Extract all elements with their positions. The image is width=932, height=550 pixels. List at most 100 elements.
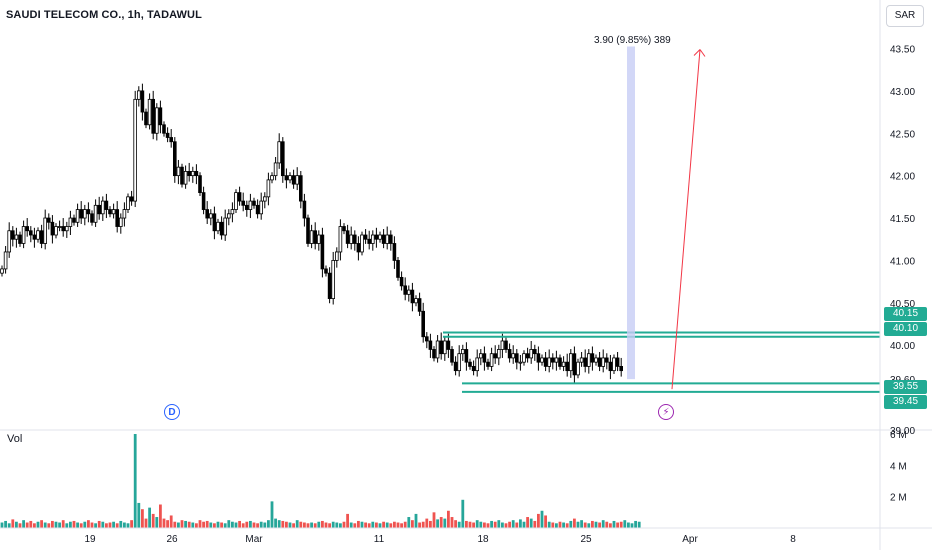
candle-body [119, 217, 123, 227]
candle-body [489, 353, 494, 367]
candle-body [205, 209, 210, 219]
dividend-icon[interactable]: D [164, 404, 180, 420]
candle-body [370, 234, 375, 244]
volume-bar [249, 520, 252, 528]
volume-bar [389, 523, 393, 528]
candle-body [543, 357, 548, 367]
candle-body [608, 361, 613, 372]
price-pane [0, 83, 932, 431]
volume-bar [159, 504, 162, 528]
volume-bar [634, 520, 637, 528]
candle-body [61, 226, 65, 232]
candle-body [569, 353, 573, 372]
volume-bar [15, 521, 18, 528]
level-tag-40-15: 40.15 [884, 307, 927, 321]
currency-button[interactable]: SAR [886, 5, 924, 27]
candle-body [302, 200, 307, 219]
candle-body [417, 298, 422, 312]
volume-bar [364, 522, 367, 528]
time-tick-label: 8 [790, 534, 796, 545]
volume-bar [569, 520, 573, 528]
candle-body [266, 179, 271, 198]
candle-body [342, 226, 346, 232]
candle-body [115, 209, 120, 227]
volume-bar [601, 520, 605, 528]
candle-body [158, 107, 163, 126]
volume-bar [51, 520, 54, 528]
candle-body [392, 243, 397, 261]
candle-body [587, 353, 591, 367]
volume-bar [558, 521, 562, 528]
candle-body [126, 196, 130, 210]
candle-body [597, 357, 602, 367]
volume-bar [497, 520, 501, 528]
volume-bar [468, 521, 472, 528]
candle-body [338, 226, 343, 253]
candle-body [97, 204, 102, 215]
volume-bar [130, 520, 133, 528]
volume-bar [443, 518, 447, 528]
candle-body [104, 200, 109, 210]
volume-bar [421, 521, 425, 528]
candle-body [457, 353, 461, 372]
volume-bar [533, 520, 537, 528]
volume-bar [551, 522, 555, 528]
volume-bar [270, 501, 274, 528]
volume-bar [637, 521, 641, 528]
candle-body [291, 175, 296, 185]
volume-bar [213, 523, 216, 528]
price-tick-label: 39.00 [890, 426, 915, 437]
candle-body [0, 268, 4, 274]
candle-body [493, 353, 497, 359]
candle-body [190, 171, 195, 177]
time-tick-label: Apr [682, 534, 698, 545]
volume-bar [591, 520, 594, 528]
candle-body [432, 349, 436, 359]
volume-bar [537, 513, 540, 528]
candle-body [601, 357, 605, 367]
price-tick-label: 40.00 [890, 341, 915, 352]
candle-body [583, 357, 587, 367]
volume-bar [432, 512, 436, 528]
measure-band [627, 46, 635, 380]
volume-bar [223, 523, 227, 528]
volume-bar [227, 520, 231, 528]
volume-bar [544, 515, 547, 528]
candle-body [579, 357, 584, 363]
earnings-icon[interactable]: ⚡ [658, 404, 674, 420]
candle-body [533, 349, 537, 355]
candle-body [482, 353, 487, 363]
volume-bar [202, 521, 205, 528]
candle-body [147, 98, 152, 126]
volume-bar [148, 507, 151, 528]
volume-bar [299, 521, 303, 528]
volume-bar [479, 521, 483, 528]
volume-bar [519, 519, 522, 528]
candle-body [237, 192, 242, 202]
candle-body [187, 171, 192, 177]
volume-bar [267, 520, 270, 528]
candle-body [594, 357, 598, 363]
candle-body [219, 221, 224, 236]
price-tick-label: 40.50 [890, 299, 915, 310]
volume-bar [169, 515, 173, 528]
volume-bar [511, 520, 515, 528]
price-tick-label: 41.50 [890, 214, 915, 225]
volume-bar [306, 523, 310, 528]
candle-body [216, 221, 220, 232]
volume-bar [580, 520, 583, 528]
volume-bar [465, 520, 468, 528]
candle-body [39, 230, 44, 244]
candle-body [50, 221, 55, 236]
candle-body [396, 260, 400, 278]
candle-body [172, 141, 177, 177]
candle-body [280, 141, 285, 177]
volume-bar [522, 521, 526, 528]
candle-body [309, 230, 314, 244]
volume-bar [234, 522, 238, 528]
volume-bar [166, 520, 169, 528]
candle-body [507, 349, 512, 359]
candle-body [151, 98, 156, 134]
volume-bar [418, 522, 421, 528]
